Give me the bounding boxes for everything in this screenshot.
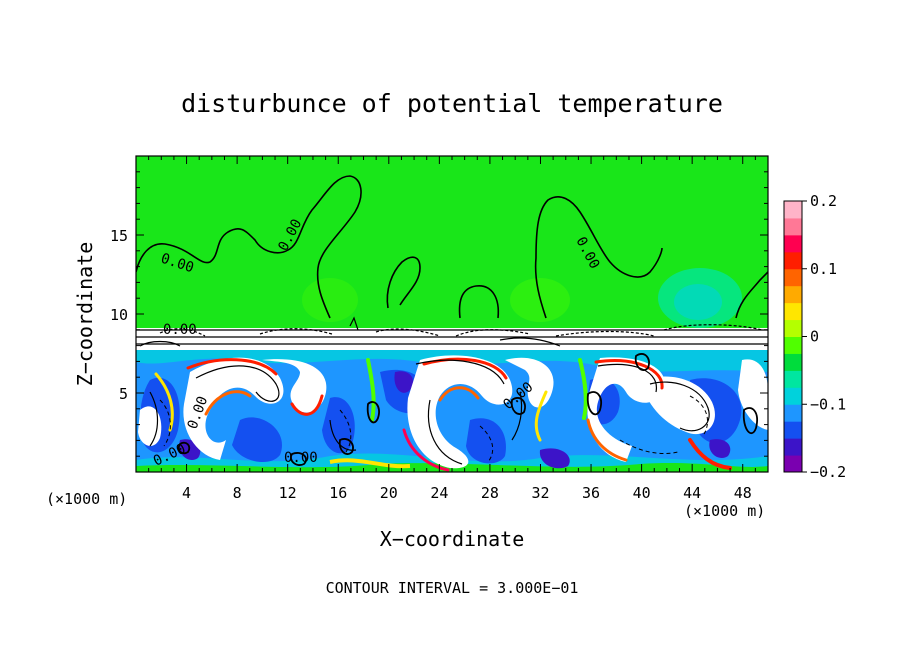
x-tick-label: 40 [633, 484, 651, 502]
contour-line [735, 271, 768, 319]
band-line [139, 337, 561, 347]
plot-area: 0.00 0.00 0.00 0.00 0.00 0.00 0.00 0.00 [136, 156, 768, 472]
cyan-patch-inner [674, 284, 722, 320]
colorbar-swatch [784, 336, 802, 354]
x-tick-label: 32 [531, 484, 549, 502]
x-tick-label: 28 [481, 484, 499, 502]
upper-field [136, 156, 768, 352]
x-axis: 4 8 12 16 20 24 28 32 36 40 44 48 [148, 156, 756, 502]
x-tick-label: 16 [329, 484, 347, 502]
colorbar-swatch [784, 285, 802, 304]
contour-line [136, 175, 362, 319]
colorbar-swatch [784, 387, 802, 405]
band-fill [136, 328, 768, 352]
lower-field [136, 350, 768, 472]
contour-interval-note: CONTOUR INTERVAL = 3.000E−01 [326, 579, 579, 597]
colorbar-swatch [784, 234, 802, 253]
x-tick-label: 36 [582, 484, 600, 502]
contour-line [534, 196, 663, 319]
colorbar-swatch [784, 404, 802, 422]
x-tick-label: 24 [430, 484, 448, 502]
x-tick-label: 44 [683, 484, 701, 502]
colorbar-swatch [784, 438, 802, 456]
colorbar-tick-label: −0.2 [810, 463, 846, 481]
colorbar-swatch [784, 319, 802, 337]
colorbar-swatch [784, 302, 802, 321]
contour-line [458, 285, 500, 319]
colorbar-swatch [784, 455, 802, 473]
x-unit-label: (×1000 m) [46, 490, 127, 508]
colorbar-tick-label: 0 [810, 328, 819, 346]
colorbar-tick-label: 0.1 [810, 260, 837, 278]
x-unit-label-right: (×1000 m) [684, 502, 765, 520]
colorbar: 0.2 0.1 0 −0.1 −0.2 [783, 192, 846, 481]
x-axis-label: X−coordinate [380, 527, 525, 551]
colorbar-swatch [784, 217, 802, 236]
boundary-band [136, 316, 768, 352]
colorbar-swatch [784, 370, 802, 388]
colorbar-swatch [784, 268, 802, 287]
x-tick-label: 48 [734, 484, 752, 502]
y-tick-label: 15 [110, 227, 128, 245]
contour-label: 0.00 [284, 450, 318, 466]
contour-label: 0.00 [163, 322, 197, 338]
y-tick-label: 5 [119, 385, 128, 403]
colorbar-tick-label: 0.2 [810, 192, 837, 210]
colorbar-swatch [784, 353, 802, 371]
x-tick-label: 20 [380, 484, 398, 502]
band-line [159, 324, 763, 337]
light-green-patch-2 [302, 278, 358, 322]
y-axis-label: Z−coordinate [73, 242, 97, 387]
chart-title: disturbunce of potential temperature [181, 89, 723, 118]
upper-contours [136, 175, 768, 319]
colorbar-swatch [784, 421, 802, 439]
contour-line [386, 256, 421, 309]
x-tick-label: 12 [279, 484, 297, 502]
y-axis: 5 10 15 [110, 171, 768, 457]
x-tick-label: 8 [233, 484, 242, 502]
colorbar-swatch [784, 201, 802, 219]
x-tick-label: 4 [182, 484, 191, 502]
band-line [349, 316, 359, 331]
y-tick-label: 10 [110, 306, 128, 324]
colorbar-tick-label: −0.1 [810, 395, 846, 413]
colorbar-swatch [784, 251, 802, 270]
